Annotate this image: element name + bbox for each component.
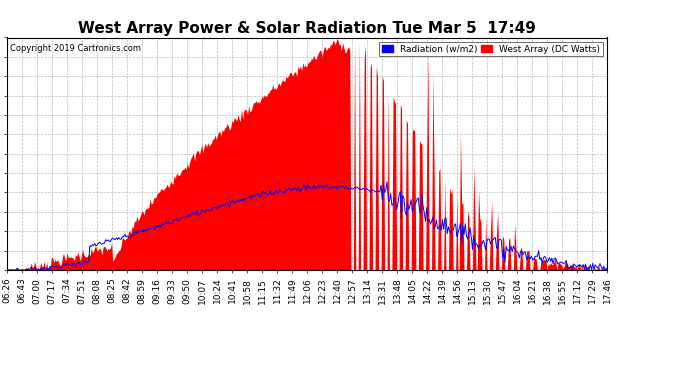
Text: Copyright 2019 Cartronics.com: Copyright 2019 Cartronics.com <box>10 45 141 54</box>
Legend: Radiation (w/m2), West Array (DC Watts): Radiation (w/m2), West Array (DC Watts) <box>379 42 602 56</box>
Title: West Array Power & Solar Radiation Tue Mar 5  17:49: West Array Power & Solar Radiation Tue M… <box>78 21 536 36</box>
